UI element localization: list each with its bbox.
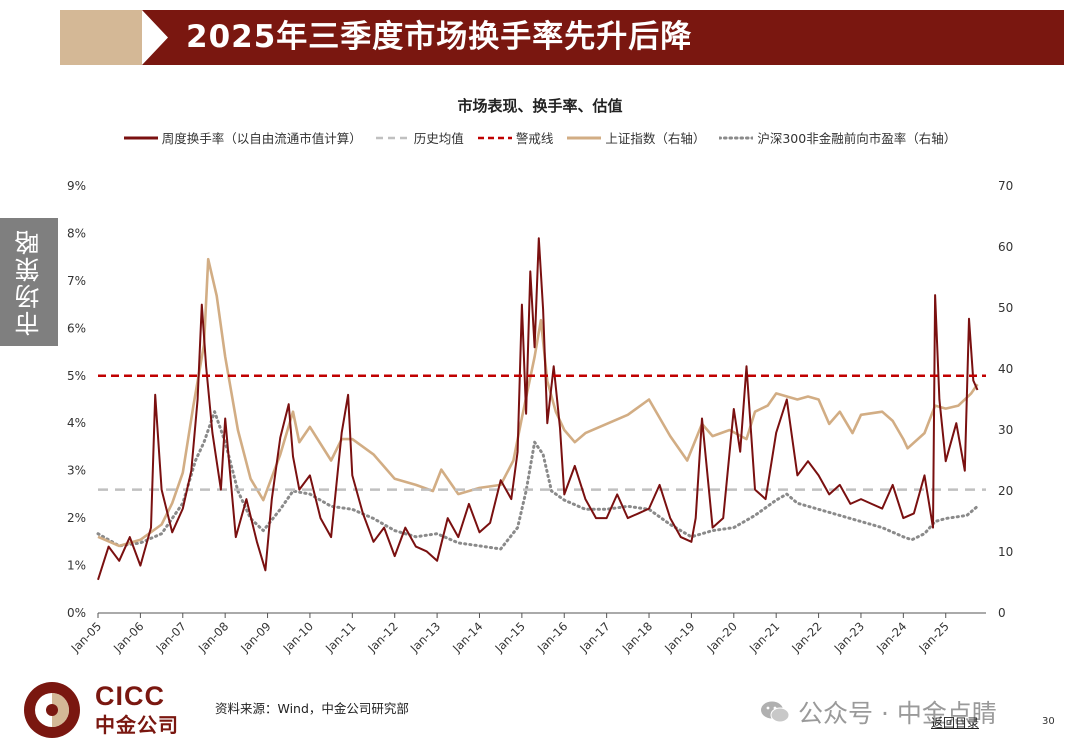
x-tick-label: Jan-24	[873, 619, 909, 655]
legend-swatch-warning	[477, 136, 512, 139]
legend-item-turnover: 周度换手率（以自由流通市值计算）	[123, 128, 362, 147]
y-left-tick-label: 5%	[67, 369, 86, 383]
back-to-toc-link[interactable]: 返回目录	[931, 716, 980, 730]
y-left-tick-label: 2%	[67, 511, 86, 525]
legend-swatch-sse	[567, 136, 602, 139]
series-line-turnover	[97, 237, 979, 581]
legend-swatch-hist-mean	[375, 136, 410, 139]
x-tick-label: Jan-20	[703, 619, 739, 655]
x-tick-label: Jan-05	[68, 619, 104, 655]
legend-label-hist-mean: 历史均值	[413, 131, 464, 146]
y-right-tick-label: 20	[998, 484, 1013, 498]
wechat-icon	[761, 701, 790, 723]
x-tick-label: Jan-10	[280, 619, 316, 655]
legend-label-sse: 上证指数（右轴）	[605, 131, 706, 146]
y-right-tick-label: 30	[998, 423, 1013, 437]
x-tick-label: Jan-09	[237, 619, 273, 655]
legend-item-hist-mean: 历史均值	[375, 128, 464, 147]
x-tick-label: Jan-16	[534, 619, 570, 655]
legend-item-pe: 沪深300非金融前向市盈率（右轴）	[719, 128, 956, 147]
x-tick-label: Jan-17	[576, 619, 612, 655]
x-tick-label: Jan-15	[492, 619, 528, 655]
series-line-pe	[96, 410, 979, 551]
x-tick-label: Jan-19	[661, 619, 697, 655]
section-side-tab[interactable]	[0, 218, 58, 346]
y-left-tick-label: 9%	[67, 179, 86, 193]
legend-item-warning: 警戒线	[477, 128, 554, 147]
title-tab-decoration	[60, 10, 142, 65]
x-tick-label: Jan-21	[746, 619, 782, 655]
x-tick-label: Jan-14	[449, 619, 485, 655]
y-right-tick-label: 40	[998, 362, 1013, 376]
x-tick-label: Jan-18	[619, 619, 655, 655]
y-left-tick-label: 8%	[67, 226, 86, 240]
y-left-tick-label: 7%	[67, 274, 86, 288]
y-left-tick-label: 4%	[67, 416, 86, 430]
y-right-tick-label: 50	[998, 301, 1013, 315]
x-tick-label: Jan-22	[788, 619, 824, 655]
x-tick-label: Jan-12	[364, 619, 400, 655]
legend-label-pe: 沪深300非金融前向市盈率（右轴）	[757, 131, 957, 146]
x-tick-label: Jan-23	[831, 619, 867, 655]
logo-text-en: CICC	[95, 681, 165, 711]
x-tick-label: Jan-07	[152, 619, 188, 655]
logo-text-cn: 中金公司	[95, 713, 179, 737]
x-tick-label: Jan-08	[195, 619, 231, 655]
watermark: 公众号 · 中金点睛	[760, 694, 997, 730]
x-tick-label: Jan-13	[407, 619, 443, 655]
cicc-logo-icon	[24, 682, 80, 738]
y-left-tick-label: 0%	[67, 606, 86, 620]
legend-swatch-turnover	[123, 136, 158, 139]
y-right-tick-label: 60	[998, 240, 1013, 254]
y-right-tick-label: 70	[998, 179, 1013, 193]
legend-swatch-pe	[719, 136, 754, 139]
y-left-tick-label: 1%	[67, 559, 86, 573]
x-tick-label: Jan-06	[110, 619, 146, 655]
legend-label-turnover: 周度换手率（以自由流通市值计算）	[161, 131, 362, 146]
x-tick-label: Jan-11	[322, 619, 358, 655]
watermark-text: 公众号 · 中金点睛	[798, 699, 997, 728]
page-title: 2025年三季度市场换手率先升后降	[186, 19, 693, 55]
series-line-sse	[97, 257, 979, 548]
chart-legend: 周度换手率（以自由流通市值计算） 历史均值 警戒线 上证指数（右轴） 沪深300…	[0, 128, 1080, 147]
y-left-tick-label: 3%	[67, 464, 86, 478]
x-tick-label: Jan-25	[915, 619, 951, 655]
chart-title: 市场表现、换手率、估值	[457, 97, 623, 115]
page-number: 30	[1042, 716, 1055, 727]
legend-item-sse: 上证指数（右轴）	[567, 128, 705, 147]
y-right-tick-label: 10	[998, 545, 1013, 559]
y-right-tick-label: 0	[998, 606, 1006, 620]
legend-label-warning: 警戒线	[515, 131, 554, 146]
title-bar	[142, 10, 1064, 65]
source-note: 资料来源：Wind，中金公司研究部	[215, 701, 409, 716]
y-left-tick-label: 6%	[67, 321, 86, 335]
